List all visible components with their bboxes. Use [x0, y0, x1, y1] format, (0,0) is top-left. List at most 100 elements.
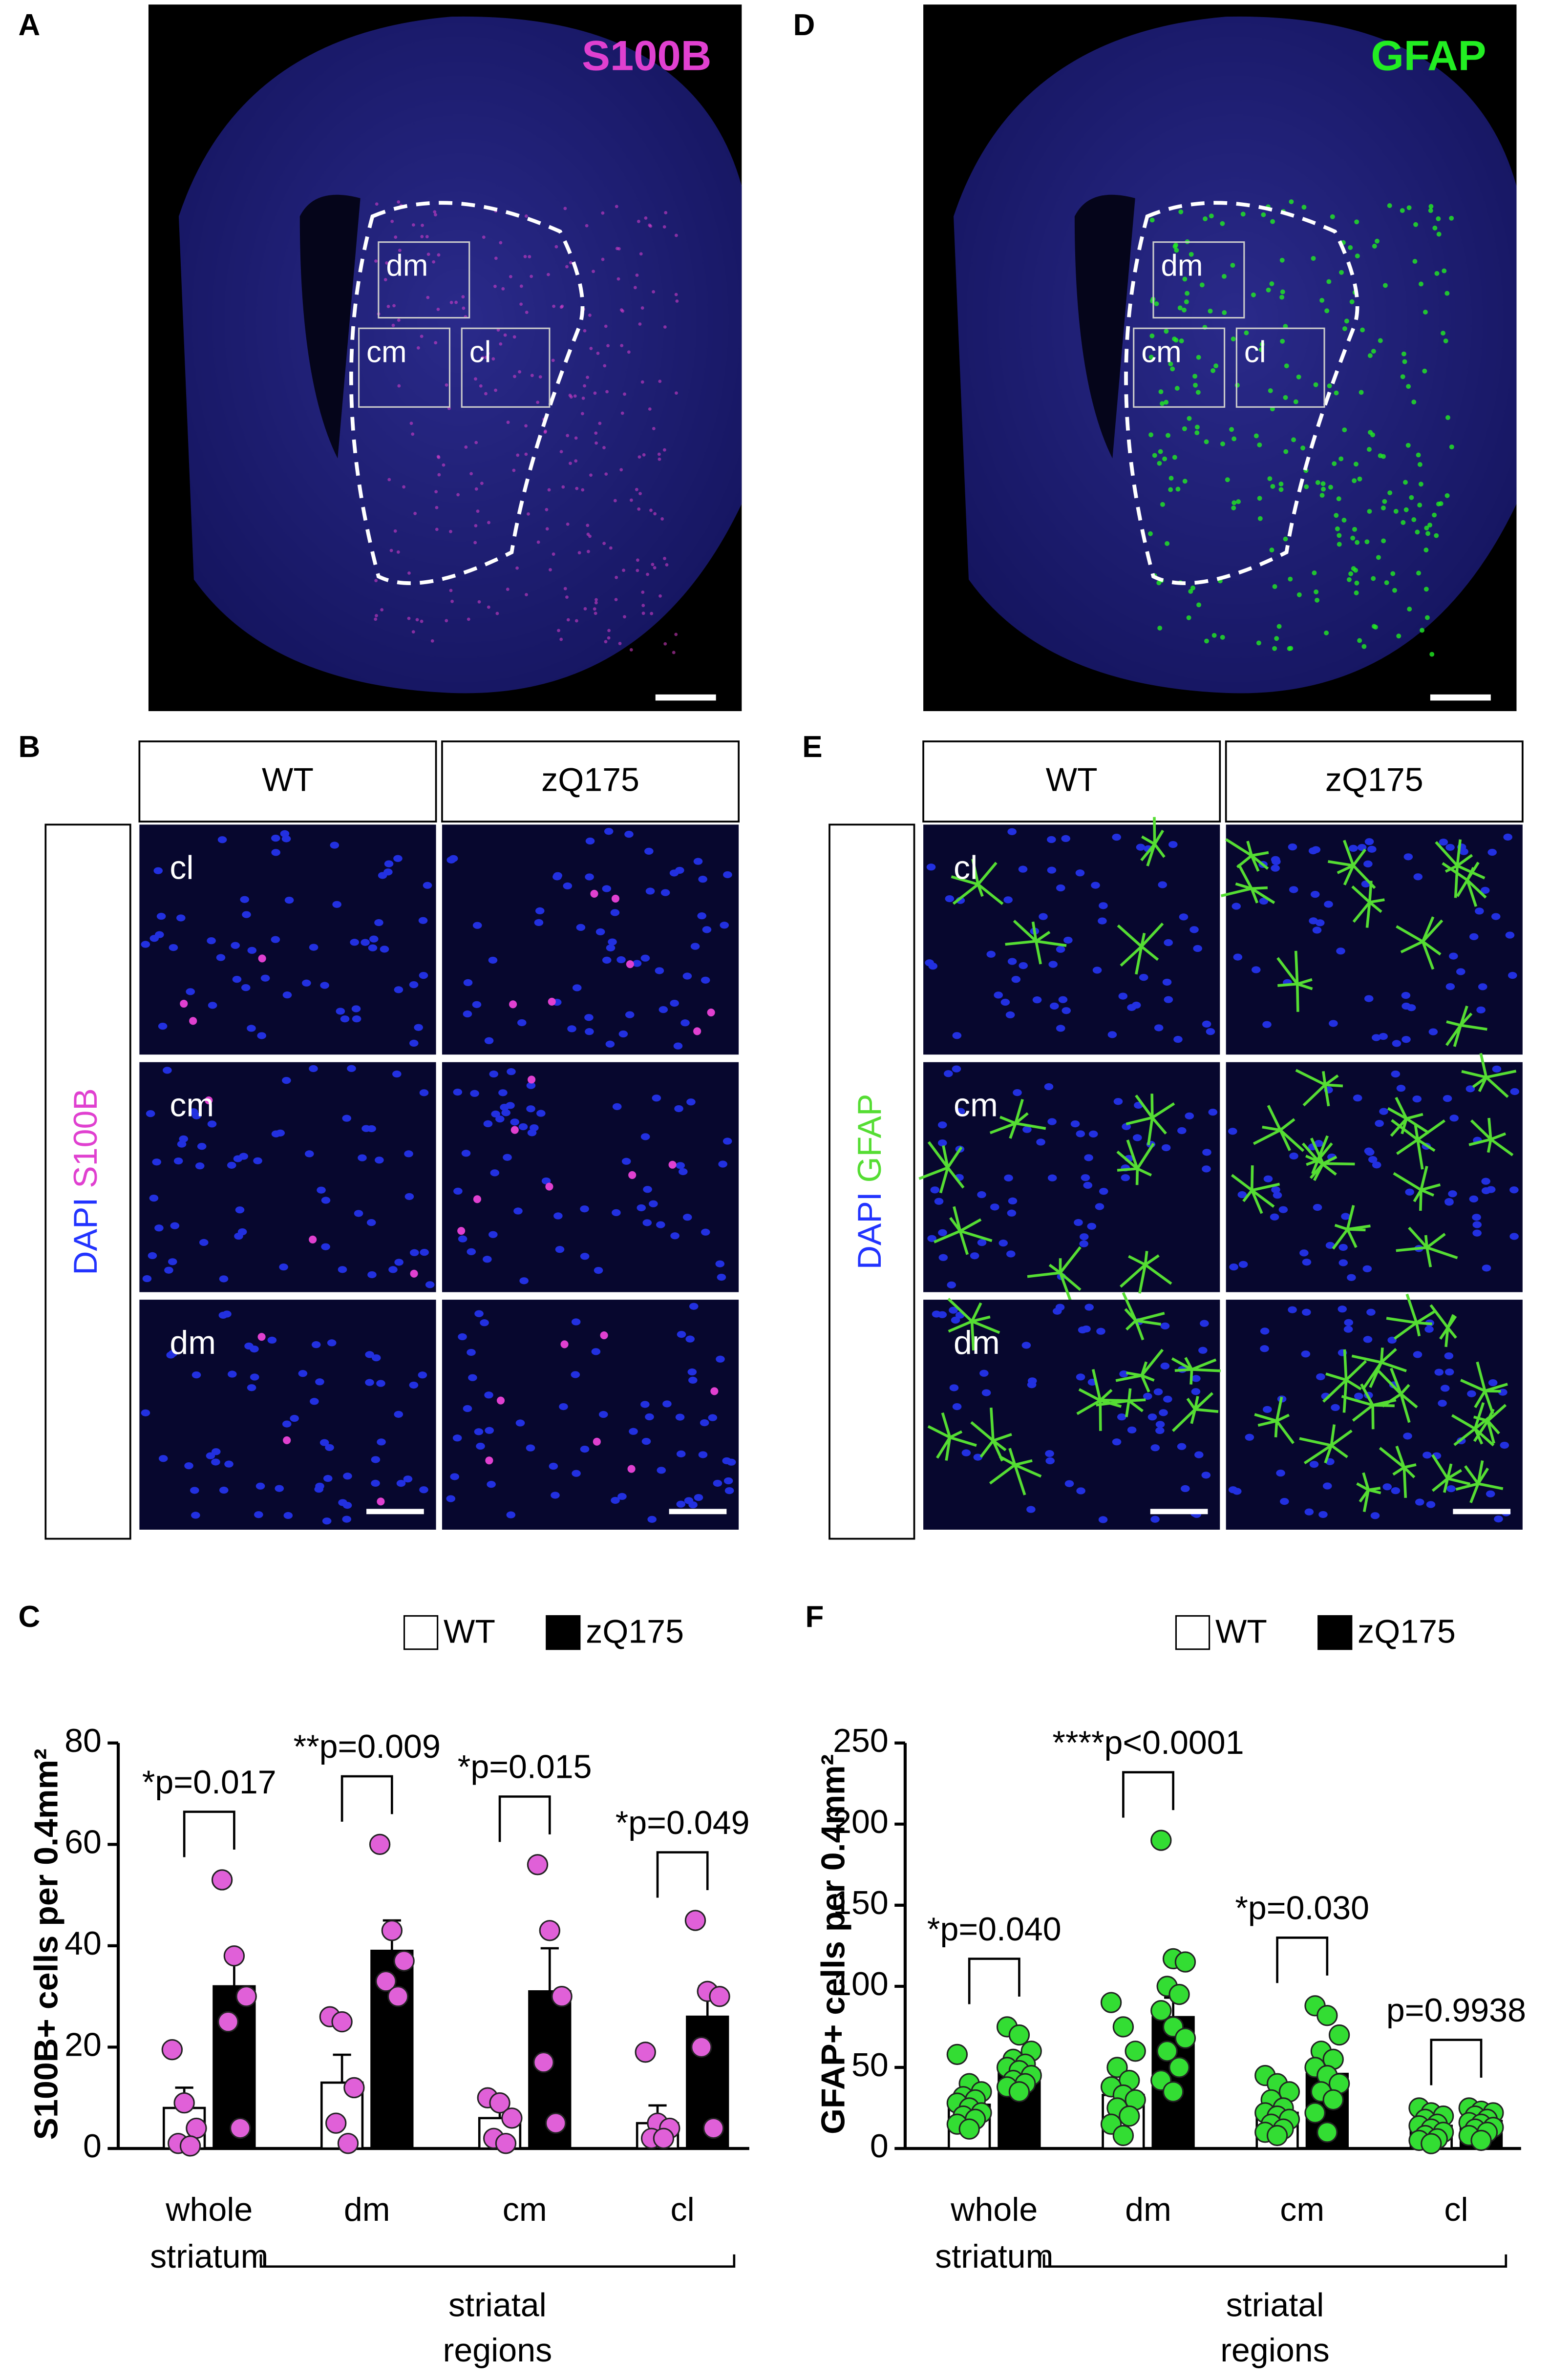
nucleus [166, 1351, 175, 1359]
stained-cell [600, 1331, 608, 1340]
stain-speck [519, 302, 523, 306]
nucleus [1344, 1319, 1354, 1326]
legend-swatch [1317, 1615, 1353, 1650]
nucleus [1336, 948, 1345, 955]
stain-speck [1371, 576, 1376, 581]
astrocyte-process [1117, 924, 1143, 948]
stain-speck [1334, 390, 1339, 396]
stain-speck [1359, 390, 1364, 395]
stain-speck [1402, 359, 1407, 364]
nucleus [926, 864, 936, 871]
nucleus [632, 960, 642, 967]
data-point [1421, 2133, 1442, 2154]
stain-speck [565, 595, 569, 599]
panel-letter: F [805, 1600, 824, 1634]
nucleus [271, 849, 280, 856]
astrocyte-process [1334, 1223, 1348, 1231]
astrocyte-process [1009, 1123, 1017, 1139]
nucleus [279, 1264, 288, 1271]
significance-bracket [1276, 1937, 1329, 1983]
astrocyte-process [1311, 1159, 1319, 1175]
data-point [1156, 2041, 1178, 2062]
nucleus [1505, 931, 1515, 939]
nucleus [1032, 996, 1042, 1004]
nucleus [371, 1354, 381, 1362]
nucleus [685, 1335, 695, 1343]
astrocyte-process [1251, 886, 1268, 890]
nucleus [670, 1232, 679, 1240]
astrocyte-process [1015, 1122, 1046, 1130]
stain-speck [588, 313, 592, 317]
nucleus [290, 1414, 299, 1422]
stain-speck [641, 611, 645, 615]
nucleus [1208, 1109, 1218, 1116]
astrocyte-process [1422, 940, 1442, 956]
nucleus [302, 979, 311, 987]
stain-speck [636, 569, 639, 572]
group-bracket [259, 2254, 736, 2268]
data-point [337, 2132, 359, 2154]
nucleus [1117, 1413, 1126, 1421]
striatum-outline [349, 201, 585, 585]
nucleus [394, 986, 403, 993]
stain-speck [1148, 432, 1154, 438]
nucleus [1481, 1178, 1490, 1185]
stain-speck [1269, 548, 1274, 553]
astrocyte-process [949, 1436, 977, 1447]
stain-speck [658, 457, 661, 461]
nucleus [572, 1470, 581, 1477]
astrocyte-process [1125, 1116, 1153, 1125]
astrocyte-process [1306, 1159, 1318, 1166]
astrocyte-process [1490, 1132, 1507, 1141]
stain-speck [509, 274, 512, 278]
stain-speck [473, 541, 477, 545]
astrocyte-process [1296, 983, 1313, 990]
stain-speck [648, 407, 652, 411]
nucleus [1056, 884, 1065, 892]
stain-speck [1257, 496, 1262, 501]
nucleus [368, 944, 378, 951]
stain-speck [476, 509, 480, 513]
stain-speck [1352, 478, 1357, 484]
stained-cell [627, 1465, 636, 1473]
stain-label-box [828, 823, 915, 1540]
data-point [691, 2036, 712, 2058]
nucleus [713, 1479, 722, 1487]
astrocyte-process [1325, 1083, 1343, 1088]
astrocyte-process [1413, 1189, 1423, 1202]
nucleus [1309, 1461, 1319, 1468]
stain-speck [499, 342, 503, 346]
nucleus [488, 956, 498, 964]
stained-cell [528, 1075, 536, 1084]
astrocyte-process [1120, 945, 1143, 967]
nucleus [1368, 1156, 1378, 1163]
nucleus [1121, 1174, 1130, 1181]
stain-speck [380, 608, 384, 611]
data-point [501, 2107, 523, 2129]
nucleus [1096, 1327, 1105, 1335]
stain-speck [1196, 355, 1201, 360]
nucleus [154, 1224, 164, 1232]
stain-speck [1170, 366, 1175, 372]
nucleus [1200, 1320, 1209, 1327]
astrocyte-process [1115, 1374, 1142, 1382]
stain-speck [1342, 326, 1347, 331]
astrocyte-process [958, 1230, 969, 1255]
stain-speck [1349, 299, 1355, 304]
nucleus [1508, 971, 1517, 979]
stain-speck [623, 392, 626, 396]
nucleus [1006, 1250, 1016, 1258]
stain-speck [623, 615, 626, 619]
stain-speck [1301, 205, 1307, 210]
stain-speck [389, 548, 393, 552]
nucleus [1084, 1154, 1093, 1161]
stain-speck [1177, 305, 1183, 311]
astrocyte-process [1191, 1368, 1221, 1372]
nucleus [1448, 1190, 1457, 1198]
astrocyte-process [1059, 1271, 1082, 1291]
stain-speck [518, 370, 522, 374]
data-point [1168, 2057, 1190, 2078]
astrocyte-process [1479, 1053, 1488, 1078]
astrocyte-process [1474, 1428, 1495, 1447]
data-point [1100, 1992, 1122, 2013]
